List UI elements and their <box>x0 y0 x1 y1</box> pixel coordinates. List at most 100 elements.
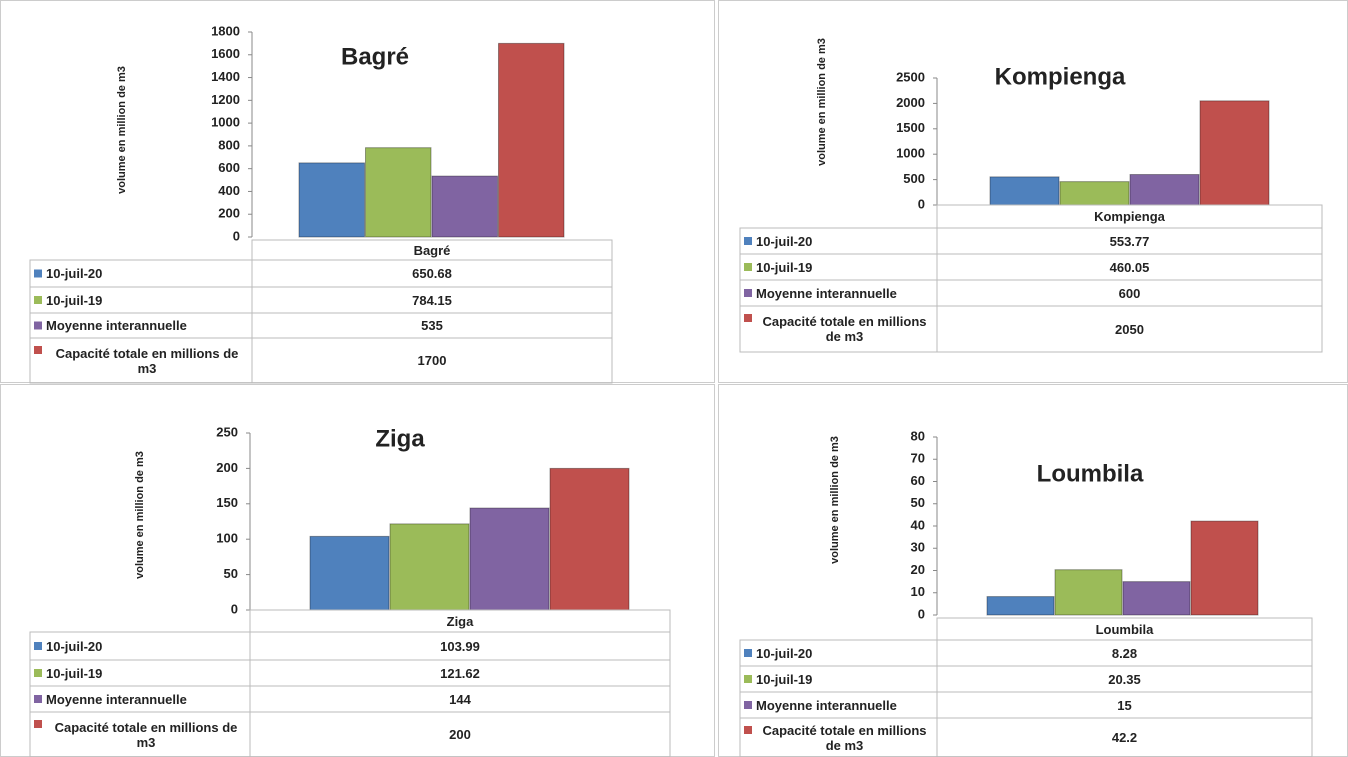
legend-label: 10-juil-20 <box>756 645 813 661</box>
legend-label-box: 10-juil-20 <box>46 266 103 281</box>
value-label-box: 553.77 <box>1109 233 1150 249</box>
value-label: 650.68 <box>412 266 452 281</box>
y-tick-label: 1000 <box>211 115 240 130</box>
legend-swatch <box>34 296 42 304</box>
y-tick-label: 50 <box>911 495 925 510</box>
value-label: 42.2 <box>1111 730 1138 745</box>
bar <box>1122 581 1191 616</box>
legend-label-box: 10-juil-19 <box>756 259 813 275</box>
table-value-cell <box>936 717 1313 757</box>
y-tick-label: 150 <box>216 495 238 510</box>
category-label: Loumbila <box>1095 621 1154 637</box>
y-tick-label: 1200 <box>211 92 240 107</box>
legend-swatch <box>34 642 42 650</box>
legend-swatch <box>744 263 752 271</box>
y-tick-label: 600 <box>218 160 240 175</box>
y-tick-label: 0 <box>233 228 240 243</box>
legend-label: 10-juil-20 <box>46 266 103 281</box>
y-tick-label: 60 <box>911 473 925 488</box>
legend-label-box: 10-juil-19 <box>46 665 103 681</box>
value-label-box: 20.35 <box>1108 671 1141 687</box>
y-tick-label: 200 <box>218 206 240 221</box>
value-label: 553.77 <box>1109 233 1150 249</box>
value-label: 460.05 <box>1109 259 1150 275</box>
legend-label: Capacité totale en millions de m3 <box>55 345 239 376</box>
value-label-box: 600 <box>1119 286 1141 301</box>
value-label: 20.35 <box>1108 671 1141 687</box>
value-label: 121.62 <box>440 665 480 681</box>
bar <box>549 467 630 611</box>
bar <box>365 147 432 238</box>
value-label: 15 <box>1117 697 1132 713</box>
chart-title: Loumbila <box>1037 460 1144 487</box>
legend-label-box: Moyenne interannuelle <box>46 691 187 707</box>
y-tick-label: 2500 <box>896 69 925 84</box>
legend-label-box: 10-juil-20 <box>756 645 813 661</box>
value-label-box: 200 <box>449 727 471 742</box>
legend-label-box: 10-juil-20 <box>46 639 102 654</box>
value-label-box: 2050 <box>1115 321 1144 337</box>
y-tick-label: 0 <box>918 196 925 211</box>
legend-label: Capacité totale en millions de m3 <box>54 719 238 750</box>
value-label-box: 144 <box>449 692 471 707</box>
legend-label: 10-juil-19 <box>46 665 103 681</box>
legend-swatch <box>744 289 752 297</box>
legend-label: 10-juil-19 <box>46 292 103 308</box>
legend-swatch <box>34 669 42 677</box>
legend-label-box: Capacité totale en millions de m3 <box>54 719 238 750</box>
y-tick-label: 250 <box>216 424 238 439</box>
legend-label: Moyenne interannuelle <box>46 318 187 333</box>
chart-title: Kompienga <box>995 63 1126 90</box>
bar <box>1129 174 1200 206</box>
legend-label-box: 10-juil-19 <box>46 292 103 308</box>
bar <box>298 162 365 238</box>
category-label: Ziga <box>446 613 474 629</box>
y-tick-label: 1600 <box>211 46 240 61</box>
bar <box>431 175 498 238</box>
legend-label-box: Moyenne interannuelle <box>756 286 897 301</box>
y-tick-label: 1800 <box>211 23 240 38</box>
y-tick-label: 1500 <box>896 120 925 135</box>
y-tick-label: 40 <box>911 517 925 532</box>
bar <box>498 42 565 238</box>
y-axis-label: volume en million de m3 <box>134 451 146 579</box>
value-label: 103.99 <box>440 638 480 654</box>
category-label-box: Kompienga <box>1094 209 1165 224</box>
value-label-box: 121.62 <box>440 665 480 681</box>
bar <box>1059 181 1130 206</box>
legend-label: Moyenne interannuelle <box>46 691 187 707</box>
legend-swatch <box>744 649 752 657</box>
table-value-cell <box>249 711 671 757</box>
legend-label-box: Moyenne interannuelle <box>756 698 897 713</box>
value-label: 535 <box>421 318 443 333</box>
y-axis-label: volume en million de m3 <box>816 38 828 166</box>
legend-swatch <box>34 346 42 354</box>
category-label-box: Ziga <box>446 613 474 629</box>
legend-label: 10-juil-19 <box>756 259 813 275</box>
value-label: 784.15 <box>412 292 452 308</box>
y-axis-label: volume en million de m3 <box>116 66 128 194</box>
bar <box>1190 520 1259 616</box>
y-tick-label: 1000 <box>896 146 925 161</box>
y-tick-label: 0 <box>231 601 238 616</box>
bar <box>1054 569 1123 616</box>
y-tick-label: 70 <box>911 451 925 466</box>
value-label: 2050 <box>1115 321 1144 337</box>
table-value-cell <box>251 337 613 384</box>
value-label: 8.28 <box>1111 645 1138 661</box>
legend-label: Capacité totale en millions de m3 <box>762 314 927 344</box>
legend-label-box: Moyenne interannuelle <box>46 318 187 333</box>
y-tick-label: 0 <box>918 606 925 621</box>
legend-label-box: 10-juil-20 <box>756 234 812 249</box>
legend-swatch <box>34 321 42 330</box>
legend-label-box: 10-juil-19 <box>756 672 812 687</box>
legend-swatch <box>744 675 752 683</box>
value-label-box: 42.2 <box>1111 730 1138 745</box>
value-label: 1700 <box>417 353 447 368</box>
y-tick-label: 20 <box>911 562 925 577</box>
y-tick-label: 200 <box>216 460 238 475</box>
legend-label-box: Capacité totale en millions de m3 <box>762 314 927 344</box>
bar <box>309 535 390 611</box>
y-tick-label: 2000 <box>896 95 925 110</box>
chart-title: Bagré <box>341 43 409 70</box>
